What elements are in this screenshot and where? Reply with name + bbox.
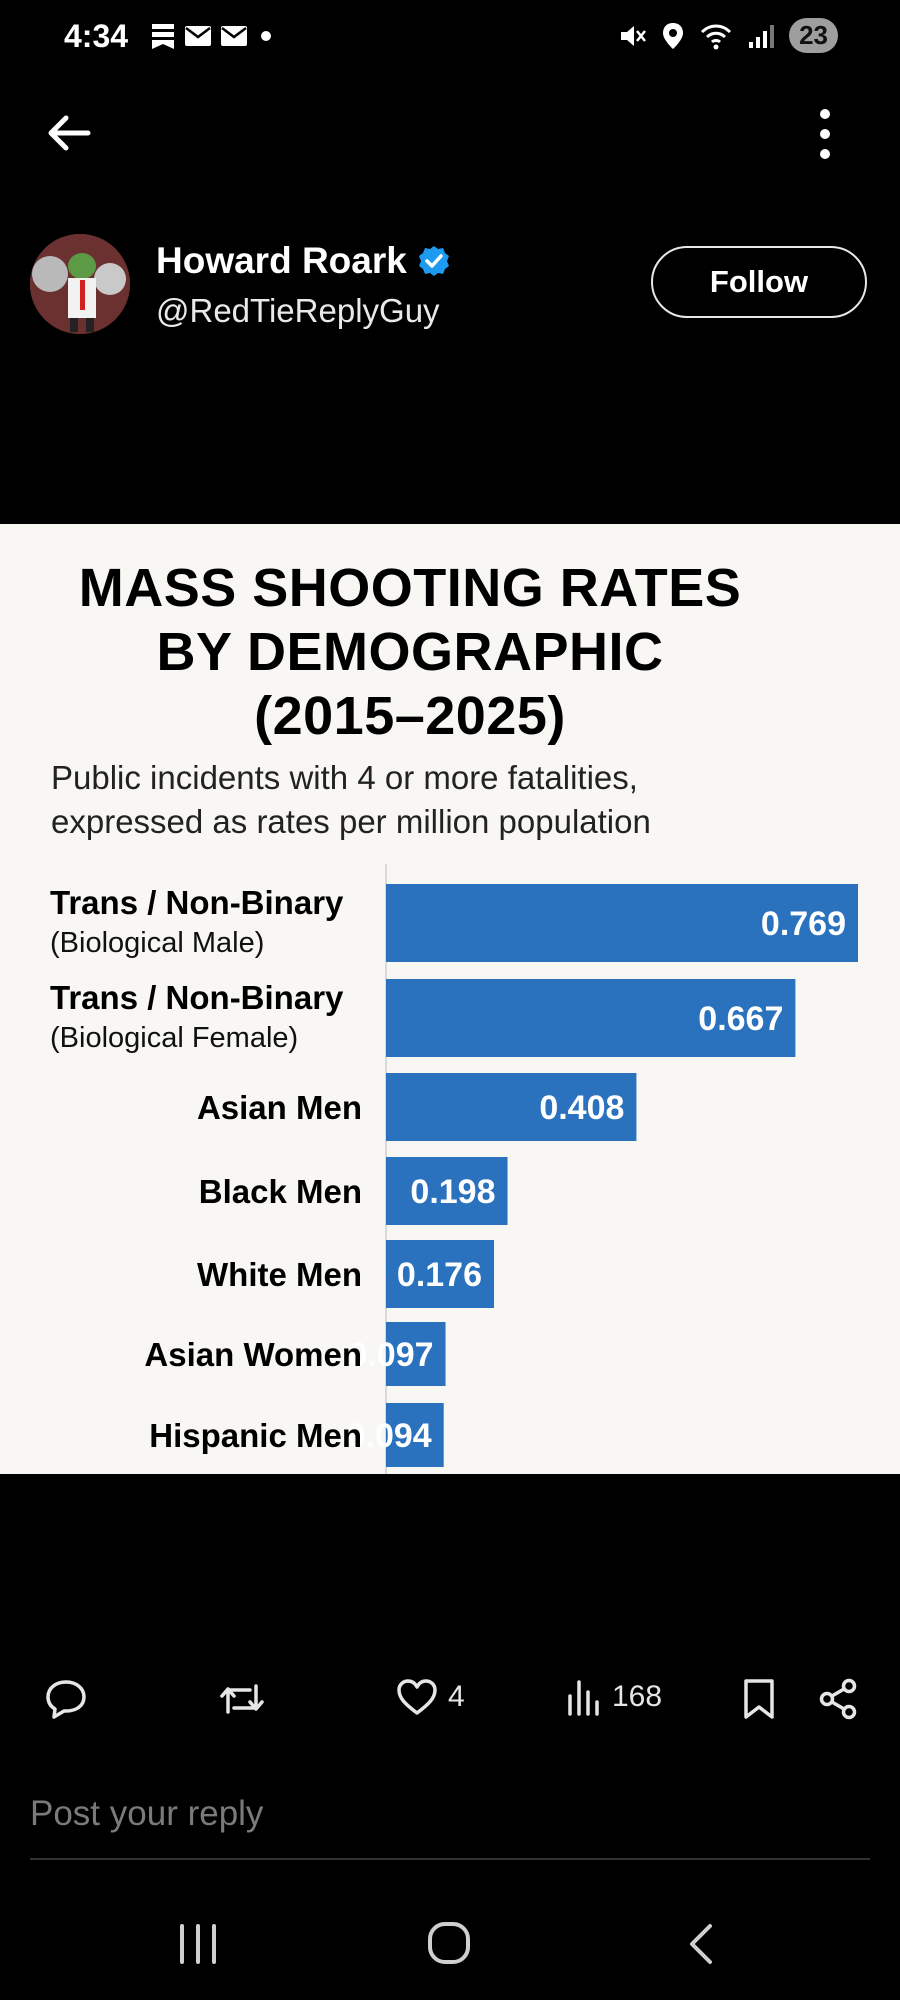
chart-value-label: 0.198 (410, 1173, 495, 1211)
status-system-icons: 23 (617, 18, 838, 53)
battery-level: 23 (789, 18, 838, 53)
avatar[interactable] (30, 234, 130, 334)
reply-icon (46, 1680, 86, 1719)
chart-bar (386, 1240, 495, 1308)
status-notification-icons (150, 22, 276, 50)
chart-title-line: (2015–2025) (254, 686, 566, 746)
arrow-left-icon[interactable] (44, 108, 94, 158)
chart-category-label: Asian Men (197, 1089, 362, 1126)
like-count: 4 (448, 1680, 465, 1713)
chart-category-label: Trans / Non-Binary (50, 979, 344, 1016)
chart-value-label: 0.176 (397, 1256, 482, 1294)
reply-placeholder: Post your reply (30, 1794, 264, 1833)
reply-button[interactable] (44, 1678, 88, 1720)
chart-bar (386, 884, 858, 962)
chart-category-label: Trans / Non-Binary (50, 884, 344, 921)
chart-bar (386, 1157, 508, 1225)
more-vertical-icon[interactable] (808, 106, 842, 162)
chart-category-label: Hispanic Men (149, 1417, 362, 1454)
status-time: 4:34 (64, 18, 129, 54)
chart-value-label: 0.408 (539, 1089, 624, 1127)
avatar-image (30, 234, 130, 334)
repost-button[interactable] (218, 1678, 266, 1720)
chart-subtitle-line: expressed as rates per million populatio… (51, 803, 651, 840)
chart-title: MASS SHOOTING RATES BY DEMOGRAPHIC (2015… (0, 556, 820, 748)
chart-bar (386, 1073, 637, 1141)
share-button[interactable] (818, 1678, 858, 1720)
wifi-icon (701, 24, 732, 49)
chart-value-label: 0.097 (348, 1336, 433, 1374)
bookmark-notification-icon (152, 24, 174, 49)
like-button[interactable]: 4 (396, 1678, 465, 1716)
mail-icon (221, 26, 247, 46)
bookmark-button[interactable] (742, 1678, 776, 1720)
chart-category-sublabel: (Biological Male) (50, 927, 264, 959)
post-action-bar: 4 168 (0, 1670, 900, 1730)
chart-title-line: BY DEMOGRAPHIC (156, 622, 664, 682)
recents-icon[interactable] (176, 1922, 220, 1966)
chart-category-label: Asian Women (144, 1336, 362, 1373)
bookmark-icon (744, 1679, 774, 1719)
chart-category-label: Black Men (199, 1173, 362, 1210)
profile-name[interactable]: Howard Roark (156, 240, 451, 282)
chart-value-label: 0.769 (761, 905, 846, 943)
chart-bar (386, 1403, 444, 1467)
profile-name-text: Howard Roark (156, 240, 407, 281)
chart-value-label: 0.667 (698, 1000, 783, 1038)
views-icon (568, 1680, 599, 1716)
share-icon (819, 1678, 857, 1720)
chart-bar (386, 979, 796, 1057)
profile-handle[interactable]: @RedTieReplyGuy (156, 292, 440, 329)
follow-button[interactable]: Follow (651, 246, 867, 318)
signal-icon (749, 24, 775, 48)
dot-icon (261, 31, 271, 41)
location-icon (663, 22, 684, 49)
chart-title-line: MASS SHOOTING RATES (78, 558, 742, 618)
views-count: 168 (612, 1680, 663, 1713)
mail-icon (185, 26, 211, 46)
chart-category-sublabel: (Biological Female) (50, 1022, 298, 1054)
bar-chart: 0.769 Trans / Non-Binary (Biological Male)… (50, 864, 858, 1474)
home-icon[interactable] (426, 1920, 472, 1966)
chart-subtitle-line: Public incidents with 4 or more fataliti… (51, 759, 638, 796)
chart-subtitle: Public incidents with 4 or more fataliti… (51, 756, 651, 844)
repost-icon (220, 1684, 264, 1714)
back-chevron-icon[interactable] (686, 1922, 716, 1966)
android-navigation-bar (0, 1900, 900, 2000)
verified-badge-icon (418, 246, 449, 276)
chart-category-label: White Men (197, 1256, 362, 1293)
chart-bar (386, 1322, 446, 1386)
mute-icon (621, 25, 647, 46)
chart-value-label: 0.094 (347, 1417, 432, 1455)
heart-icon (397, 1679, 437, 1715)
reply-input[interactable]: Post your reply (30, 1794, 870, 1860)
post-image-chart[interactable]: MASS SHOOTING RATES BY DEMOGRAPHIC (2015… (0, 524, 900, 1474)
views-button[interactable]: 168 (566, 1678, 662, 1716)
